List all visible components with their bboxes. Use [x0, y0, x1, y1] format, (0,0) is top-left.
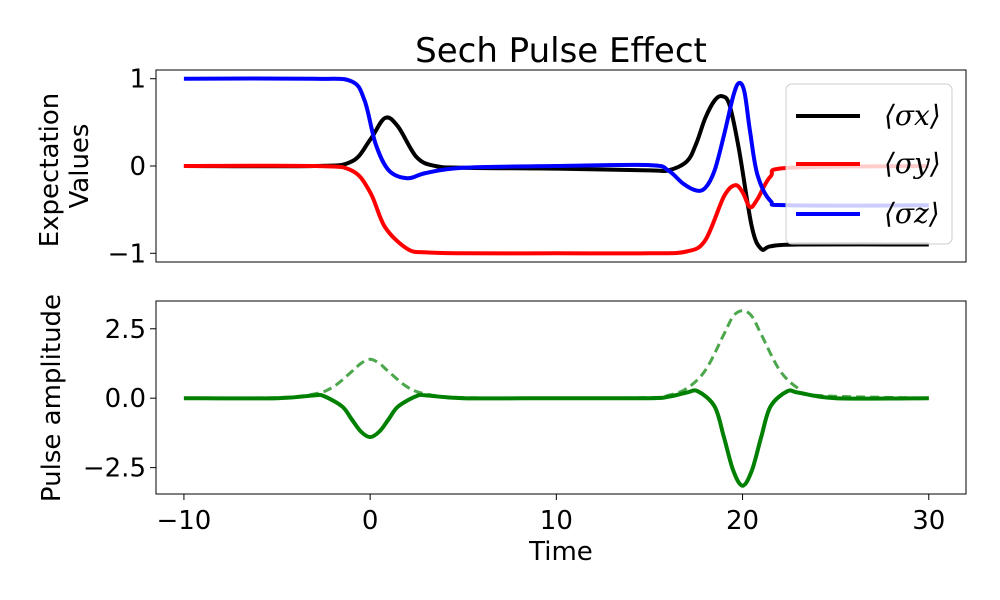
xtick-label: 10	[540, 506, 573, 536]
bottom-ytick-label: 0.0	[105, 384, 146, 414]
top-panel: 1 0 −1 Expectation Values ⟨σx⟩ ⟨σy⟩ ⟨σz⟩	[35, 65, 967, 269]
bottom-ytick-label: 2.5	[105, 315, 146, 345]
xtick-label: 30	[912, 506, 945, 536]
top-ylabel-line1: Expectation	[35, 93, 65, 248]
legend: ⟨σx⟩ ⟨σy⟩ ⟨σz⟩	[785, 83, 953, 245]
top-ytick-label: −1	[108, 239, 146, 269]
legend-box	[785, 83, 953, 245]
top-series-line-0	[183, 94, 929, 252]
top-series-line-1	[183, 163, 929, 256]
top-ylabel-line2: Values	[65, 124, 95, 209]
x-axis-label: Time	[528, 537, 593, 567]
top-ytick-label: 1	[129, 65, 146, 95]
bottom-series-line-0	[183, 388, 929, 488]
top-ytick-label: 0	[129, 152, 146, 182]
xtick-label: 20	[726, 506, 759, 536]
xtick-label: 0	[362, 506, 379, 536]
bottom-panel: 2.5 0.0 −2.5 −10 0 10 20 30 Pulse amplitude Ti…	[37, 294, 967, 567]
top-series-line-2	[183, 76, 929, 208]
bottom-ytick-label: −2.5	[83, 454, 146, 484]
bottom-ylabel: Pulse amplitude	[37, 294, 67, 502]
xtick-label: −10	[156, 506, 211, 536]
legend-label-sigma-y: ⟨σy⟩	[884, 147, 941, 180]
bottom-series-line-1	[183, 309, 929, 400]
legend-label-sigma-x: ⟨σx⟩	[884, 99, 941, 132]
legend-label-sigma-z: ⟨σz⟩	[884, 197, 940, 230]
bottom-plot-frame	[155, 300, 967, 495]
chart-title: Sech Pulse Effect	[415, 31, 707, 71]
